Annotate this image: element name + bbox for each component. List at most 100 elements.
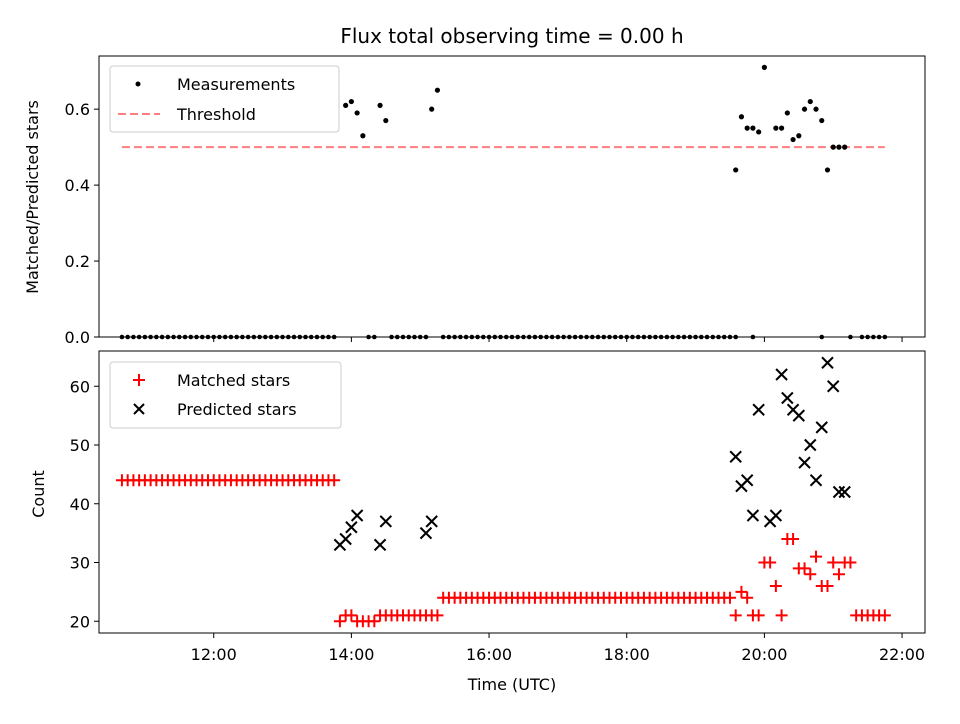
measurement-point-zero [188,334,194,340]
measurement-point-zero [199,334,205,340]
measurement-point-zero [503,334,509,340]
measurement-point-zero [509,334,515,340]
predicted-x-b [792,409,806,422]
predicted-star-point [821,356,834,369]
measurement-point-zero [412,334,417,340]
matched-star-point [723,591,736,604]
bottom-y-tick-label: 20 [70,612,90,631]
measurement-point-zero [624,334,630,340]
measurement-point-zero [486,334,492,340]
measurement-point [738,114,745,120]
matched-star-point [827,556,840,569]
predicted-x-b [373,538,387,552]
figure-title: Flux total observing time = 0.00 h [340,24,683,48]
measurement-point-zero [670,334,675,340]
measurement-point-zero [876,334,882,340]
top-y-tick-label: 0.0 [65,328,90,347]
measurement-point [744,125,750,131]
matched-star-point [368,615,381,628]
bottom-legend-box [109,361,342,429]
predicted-x-b [781,391,794,405]
measurement-point [836,144,842,150]
measurement-point-zero [194,334,199,340]
x-tick-label: 12:00 [191,645,237,664]
measurement-point-zero [704,334,710,340]
measurement-point-zero [698,334,704,340]
measurement-point-zero [177,334,182,340]
measurement-point-zero [148,334,153,340]
measurement-point-zero [211,334,217,340]
predicted-star-point [792,409,806,422]
measurement-point-zero [641,334,647,340]
measurement-point-zero [687,334,693,340]
measurement-point-zero [234,334,239,340]
predicted-x-b [746,509,760,522]
predicted-star-point [832,485,846,499]
matched-legend-marker [133,374,145,386]
predicted-star-point [740,474,754,487]
measurement-point [819,117,825,124]
bottom-y-axis-label: Count [29,470,48,518]
bottom-plot-frame [98,350,926,634]
matched-star-point [798,562,811,575]
bottom-y-tick-label: 60 [70,377,90,396]
predicted-legend-label: Predicted stars [177,400,297,419]
measurement-point [807,98,813,105]
predicted-star-point [350,509,364,522]
measurement-point-zero [291,334,297,340]
top-y-axis-label: Matched/Predicted stars [23,100,42,294]
measurement-point-zero [171,334,176,340]
measurement-point [750,125,756,131]
predicted-x-b [827,380,840,393]
measurement-point-zero [285,334,291,340]
measurement-point-zero [750,334,756,340]
predicted-star-point [425,515,438,528]
predicted-x-b [769,509,783,522]
measurement-point-zero [394,334,400,340]
predicted-x-b [419,526,433,540]
predicted-star-point [798,456,811,469]
measurement-point [824,167,831,173]
top-y-tick-label: 0.6 [65,100,90,119]
measurement-point-zero [314,334,320,340]
measurement-point-zero [372,334,377,340]
measurement-point-zero [263,334,268,340]
measurement-point-zero [245,334,251,340]
measurement-point-zero [240,334,245,340]
measurement-point-zero [584,334,589,340]
measurement-point [354,110,360,116]
measurement-point [761,64,767,70]
measurement-point [790,136,796,143]
measurement-point-zero [676,334,681,340]
predicted-x-b [815,421,828,434]
measurement-point [813,106,819,112]
predicted-x-b [798,456,811,469]
measurement-point-zero [400,334,406,340]
matched-star-point [878,609,891,622]
measurement-point [360,133,366,139]
measurement-point-zero [280,334,285,340]
measurement-point-zero [607,334,612,340]
measurement-point-zero [859,334,865,340]
predicted-star-point [419,526,433,540]
measurement-point-zero [308,334,314,340]
top-legend: Measurements Threshold [109,65,340,133]
measurement-point-zero [366,334,371,340]
measurement-point-zero [119,334,125,340]
measurement-point-zero [423,334,429,340]
predicted-star-point [752,403,765,416]
measurement-point-zero [469,334,475,340]
measurement-point-zero [303,334,308,340]
predicted-x-b [425,515,438,528]
predicted-x-b [809,474,823,487]
measurement-point-zero [452,334,457,340]
predicted-star-point [815,421,828,434]
measurement-point-zero [406,334,412,340]
measurement-point-zero [871,334,876,340]
measurement-point-zero [630,334,635,340]
predicted-star-point [781,391,794,405]
x-tick-label: 22:00 [879,645,925,664]
measurement-point [830,144,836,150]
predicted-x-b [740,474,754,487]
measurement-point-zero [222,334,228,340]
